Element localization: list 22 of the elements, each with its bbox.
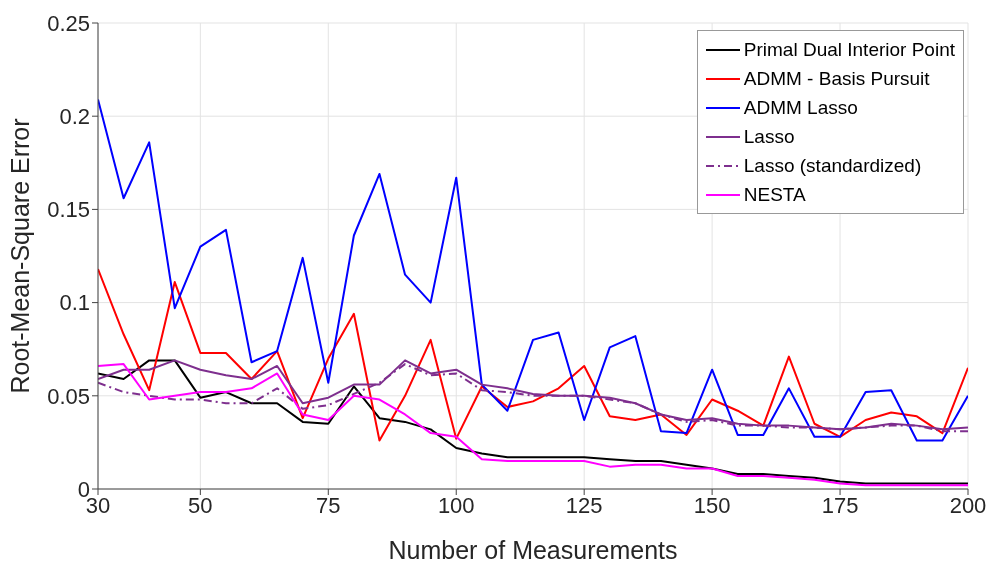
y-axis-title: Root-Mean-Square Error: [5, 118, 34, 394]
y-tick-label: 0.1: [59, 290, 90, 316]
legend-label: ADMM Lasso: [743, 96, 858, 120]
x-tick-label: 175: [821, 492, 859, 518]
legend-label: Lasso (standardized): [743, 154, 922, 178]
x-axis-title: Number of Measurements: [388, 536, 678, 564]
y-tick-label: 0.15: [47, 197, 90, 223]
y-tick-label: 0.2: [59, 104, 90, 130]
x-tick-label: 75: [316, 492, 341, 518]
legend-label: ADMM - Basis Pursuit: [743, 67, 930, 91]
line-series: [98, 268, 968, 442]
x-tick-label: 50: [188, 492, 213, 518]
x-tick-label: 150: [693, 492, 731, 518]
y-tick-label: 0.05: [47, 383, 90, 409]
legend-label: Lasso: [743, 125, 795, 149]
y-tick-label: 0.25: [47, 10, 90, 36]
x-tick-label: 125: [565, 492, 603, 518]
legend-label: Primal Dual Interior Point: [743, 38, 955, 62]
legend-label: NESTA: [743, 183, 806, 207]
x-tick-label: 100: [437, 492, 475, 518]
x-tick-label: 200: [949, 492, 987, 518]
line-series: [98, 98, 968, 442]
